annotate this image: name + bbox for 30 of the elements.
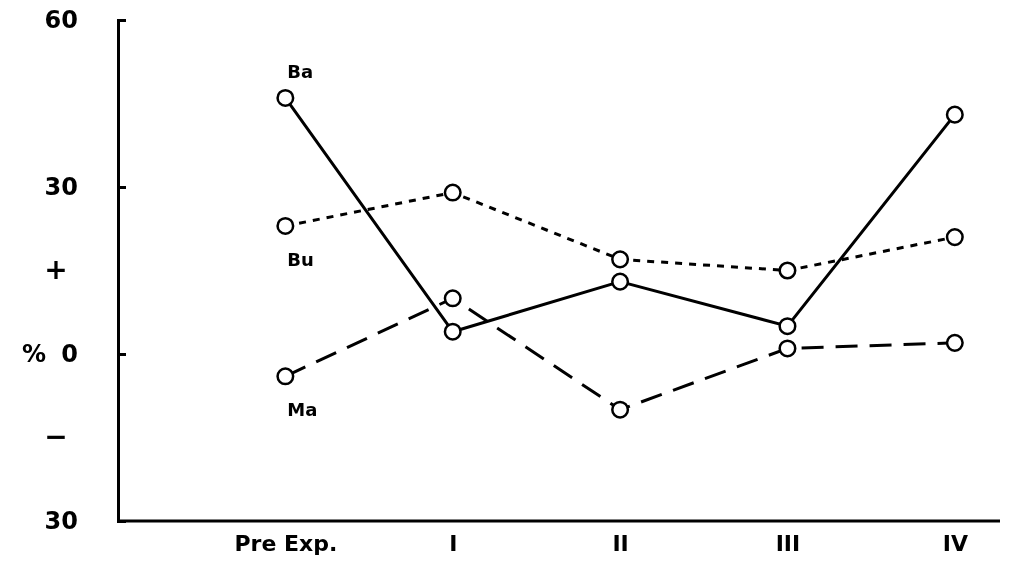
text: + [44,252,68,286]
y-tick-label: 0 [61,340,78,369]
x-tick-label: I [449,530,458,556]
point [443,322,462,341]
point [945,105,964,124]
point [945,333,964,352]
point [778,339,797,358]
x-tick-label: III [775,530,801,556]
y-tick-label: 60 [44,6,78,35]
x-tick-label: IV [942,530,968,556]
text: − [44,419,68,453]
x-tick-label: II [612,530,629,556]
point [778,317,797,336]
point [276,216,295,235]
series-label: Ba [287,60,314,82]
series-label: Bu [287,248,314,270]
point [611,272,630,291]
point [945,228,964,247]
point [276,367,295,386]
point [443,183,462,202]
x-tick-label: Pre Exp. [234,530,338,556]
series-label: Ma [287,399,318,421]
point [276,88,295,107]
y-tick-label: 30 [44,173,78,202]
y-axis-title: % [22,340,47,368]
point [611,250,630,269]
point [611,400,630,419]
point [778,261,797,280]
y-tick-label: 30 [44,507,78,536]
point [443,289,462,308]
